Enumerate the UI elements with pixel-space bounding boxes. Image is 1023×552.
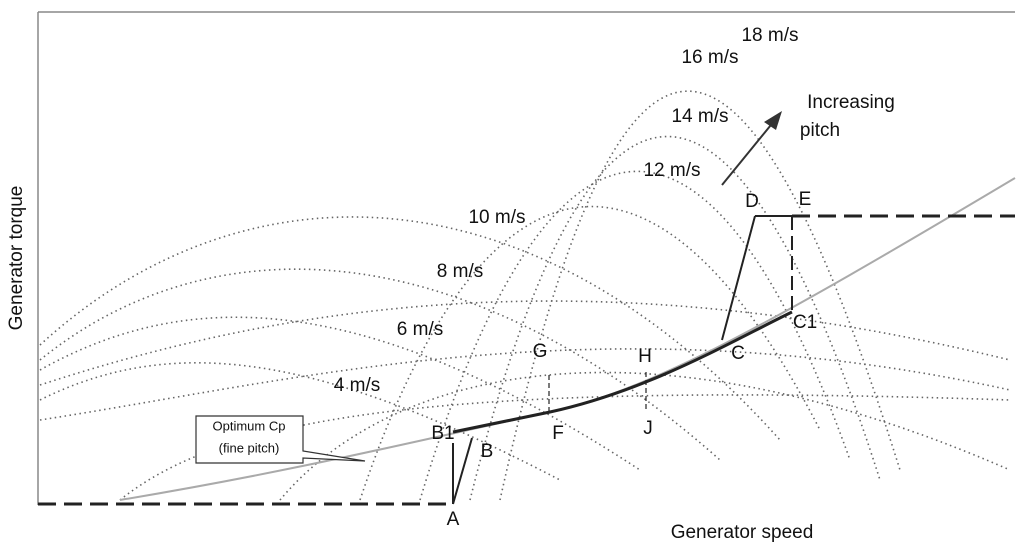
annotation: pitch <box>800 120 840 141</box>
annotation: Increasing <box>807 92 895 113</box>
y-axis-label: Generator torque <box>6 186 27 331</box>
control-lines <box>38 214 1015 506</box>
wind-speed-label: 8 m/s <box>437 261 483 282</box>
wind-speed-label: 4 m/s <box>334 375 380 396</box>
point-label: J <box>643 418 653 439</box>
wind-curves <box>39 90 1011 501</box>
point-label: C1 <box>793 312 817 333</box>
callout-text: Optimum Cp <box>213 418 286 433</box>
wind-speed-label: 6 m/s <box>397 319 443 340</box>
wind-speed-label: 12 m/s <box>643 160 700 181</box>
point-label: B <box>481 441 494 462</box>
callout <box>195 415 366 464</box>
wind-speed-label: 14 m/s <box>671 106 728 127</box>
point-label: E <box>799 189 812 210</box>
x-axis-label: Generator speed <box>671 522 814 543</box>
pitch-arrow <box>721 111 782 186</box>
point-label: H <box>638 346 652 367</box>
point-label: F <box>552 423 564 444</box>
control-path <box>452 310 793 434</box>
point-label: B1 <box>431 423 454 444</box>
frame <box>37 11 1015 505</box>
wind-speed-label: 16 m/s <box>681 47 738 68</box>
callout-text: (fine pitch) <box>219 440 280 455</box>
wind-speed-label: 18 m/s <box>741 25 798 46</box>
point-label: G <box>533 341 548 362</box>
wind-speed-label: 10 m/s <box>468 207 525 228</box>
point-label: C <box>731 343 745 364</box>
point-label: A <box>447 509 460 530</box>
point-label: D <box>745 191 759 212</box>
